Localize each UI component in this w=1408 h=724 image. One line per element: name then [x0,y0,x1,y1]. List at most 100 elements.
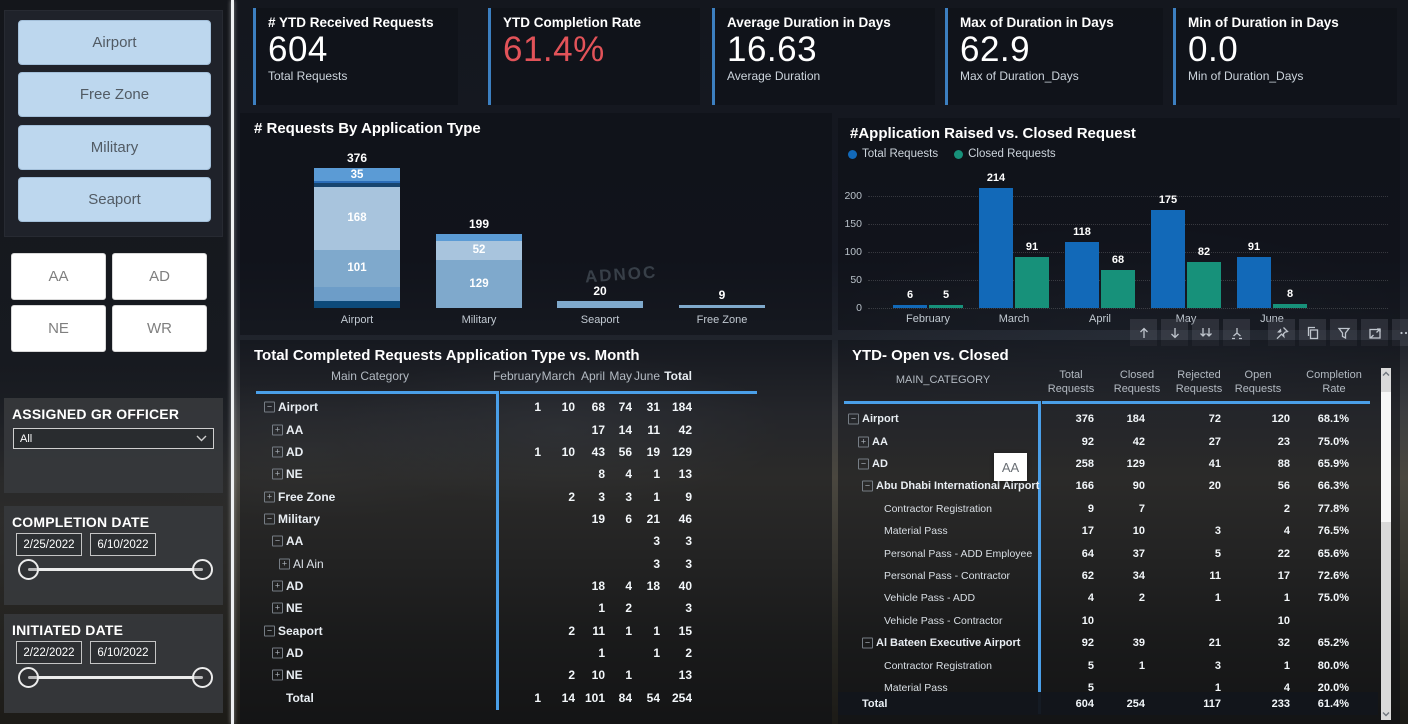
table-row[interactable]: Contractor Registration 9 7 2 77.8% [838,498,1400,520]
sidebar-item-ad[interactable]: AD [112,253,207,300]
collapse-icon[interactable]: − [858,458,869,470]
clustered-bar[interactable] [929,305,963,308]
table-row[interactable]: + AD 1 10 43 56 19 129 [240,441,832,463]
scroll-up-icon[interactable] [1381,368,1391,380]
collapse-icon[interactable]: − [862,480,873,492]
completion-date-slider-track[interactable] [28,568,203,571]
table-row[interactable]: + Al Ain 3 3 [240,552,832,574]
bar-segment[interactable] [436,233,522,241]
collapse-icon[interactable]: − [272,535,283,547]
completion-date-slider-handle-end[interactable] [192,559,213,580]
clustered-bar[interactable] [1273,303,1307,308]
sidebar-item-aa[interactable]: AA [11,253,106,300]
table-row[interactable]: + NE 1 2 3 [240,597,832,619]
collapse-icon[interactable]: − [264,625,275,637]
table-row[interactable]: Material Pass 5 1 4 20.0% [838,677,1400,699]
table-row[interactable]: − Al Bateen Executive Airport 92 39 21 32 65.2… [838,632,1400,654]
initiated-date-slider-track[interactable] [28,676,203,679]
table-cell: 72.6% [1317,569,1349,582]
sidebar-item-seaport[interactable]: Seaport [18,177,211,222]
expand-icon[interactable]: + [279,558,290,570]
table-row[interactable]: Total 1 14 101 84 54 254 [240,687,832,709]
table-row[interactable]: + AA 92 42 27 23 75.0% [838,430,1400,452]
expand-icon[interactable]: + [264,491,275,503]
clustered-bar[interactable] [893,304,927,308]
completion-date-end-input[interactable]: 6/10/2022 [90,533,156,556]
clustered-bar[interactable] [1065,241,1099,308]
clustered-bar[interactable] [1237,257,1271,308]
initiated-date-slider-handle-end[interactable] [192,667,213,688]
table-row[interactable]: + Free Zone 2 3 3 1 9 [240,485,832,507]
table-row[interactable]: Material Pass 17 10 3 4 76.5% [838,520,1400,542]
stacked-bar-free-zone[interactable] [679,304,765,308]
sidebar-item-free-zone[interactable]: Free Zone [18,72,211,117]
clustered-bar[interactable] [1187,262,1221,308]
initiated-date-start-input[interactable]: 2/22/2022 [16,641,82,664]
expand-icon[interactable]: + [272,647,283,659]
table-row[interactable]: − Military 19 6 21 46 [240,508,832,530]
bar-segment[interactable]: 101 [314,249,400,288]
kpi-subtitle: Average Duration [727,69,821,84]
clustered-bar[interactable] [1101,269,1135,308]
table-row[interactable]: − AD 258 129 41 88 65.9% [838,453,1400,475]
gridline [868,196,1388,197]
more-options-icon[interactable] [1392,319,1408,346]
sidebar-item-wr[interactable]: WR [112,305,207,352]
collapse-icon[interactable]: − [264,401,275,413]
expand-icon[interactable]: + [272,446,283,458]
table-row[interactable]: Vehicle Pass - Contractor 10 10 [838,610,1400,632]
table-row[interactable]: − Airport 1 10 68 74 31 184 [240,396,832,418]
collapse-icon[interactable]: − [264,513,275,525]
table-row[interactable]: Personal Pass - Contractor 62 34 11 17 72.6% [838,565,1400,587]
gr-officer-dropdown[interactable]: All [13,428,214,449]
table-row[interactable]: − Abu Dhabi International Airport 166 90 20 5… [838,475,1400,497]
initiated-date-end-input[interactable]: 6/10/2022 [90,641,156,664]
bar-segment[interactable]: 129 [436,259,522,308]
clustered-bar[interactable] [979,188,1013,308]
completion-date-slider-handle-start[interactable] [18,559,39,580]
expand-icon[interactable]: + [272,424,283,436]
bar-segment[interactable] [679,304,765,308]
table-row[interactable]: + NE 2 10 1 13 [240,664,832,686]
bar-segment[interactable]: 52 [436,240,522,260]
table-row[interactable]: Personal Pass - ADD Employee 64 37 5 22 65.6% [838,542,1400,564]
table-scrollbar[interactable] [1381,368,1391,720]
table-row[interactable]: − AA 3 3 [240,530,832,552]
expand-icon[interactable]: + [272,669,283,681]
expand-icon[interactable]: + [272,580,283,592]
legend-item[interactable]: Total Requests [848,148,938,160]
bar-segment[interactable] [557,300,643,308]
stacked-bar-airport[interactable]: 35 168 101 [314,168,400,308]
table-row[interactable]: + AD 18 4 18 40 [240,575,832,597]
bar-segment[interactable]: 168 [314,186,400,250]
expand-icon[interactable]: + [858,436,869,448]
sidebar-item-military[interactable]: Military [18,125,211,170]
scrollbar-thumb[interactable] [1381,392,1391,522]
table-row[interactable]: + AA 17 14 11 42 [240,418,832,440]
bar-segment[interactable] [314,287,400,301]
table-row[interactable]: + AD 1 1 2 [240,642,832,664]
collapse-icon[interactable]: − [848,413,859,425]
table-row[interactable]: Contractor Registration 5 1 3 1 80.0% [838,654,1400,676]
legend-item[interactable]: Closed Requests [954,148,1056,160]
sidebar-item-ne[interactable]: NE [11,305,106,352]
bar-segment[interactable]: 35 [314,168,400,182]
clustered-bar[interactable] [1151,210,1185,308]
stacked-bar-military[interactable]: 52 129 [436,233,522,308]
expand-icon[interactable]: + [272,468,283,480]
table-row[interactable]: − Seaport 2 11 1 1 15 [240,620,832,642]
collapse-icon[interactable]: − [862,637,873,649]
clustered-bar[interactable] [1015,257,1049,308]
stacked-bar-seaport[interactable] [557,300,643,308]
table-row[interactable]: − Airport 376 184 72 120 68.1% [838,408,1400,430]
table-row[interactable]: Vehicle Pass - ADD 4 2 1 1 75.0% [838,587,1400,609]
scroll-down-icon[interactable] [1381,708,1391,720]
bar-segment[interactable] [314,300,400,308]
bar-segment[interactable] [314,183,400,187]
initiated-date-slider-handle-start[interactable] [18,667,39,688]
bar-segment[interactable] [314,181,400,184]
expand-icon[interactable]: + [272,602,283,614]
sidebar-item-airport[interactable]: Airport [18,20,211,65]
completion-date-start-input[interactable]: 2/25/2022 [16,533,82,556]
table-row[interactable]: + NE 8 4 1 13 [240,463,832,485]
